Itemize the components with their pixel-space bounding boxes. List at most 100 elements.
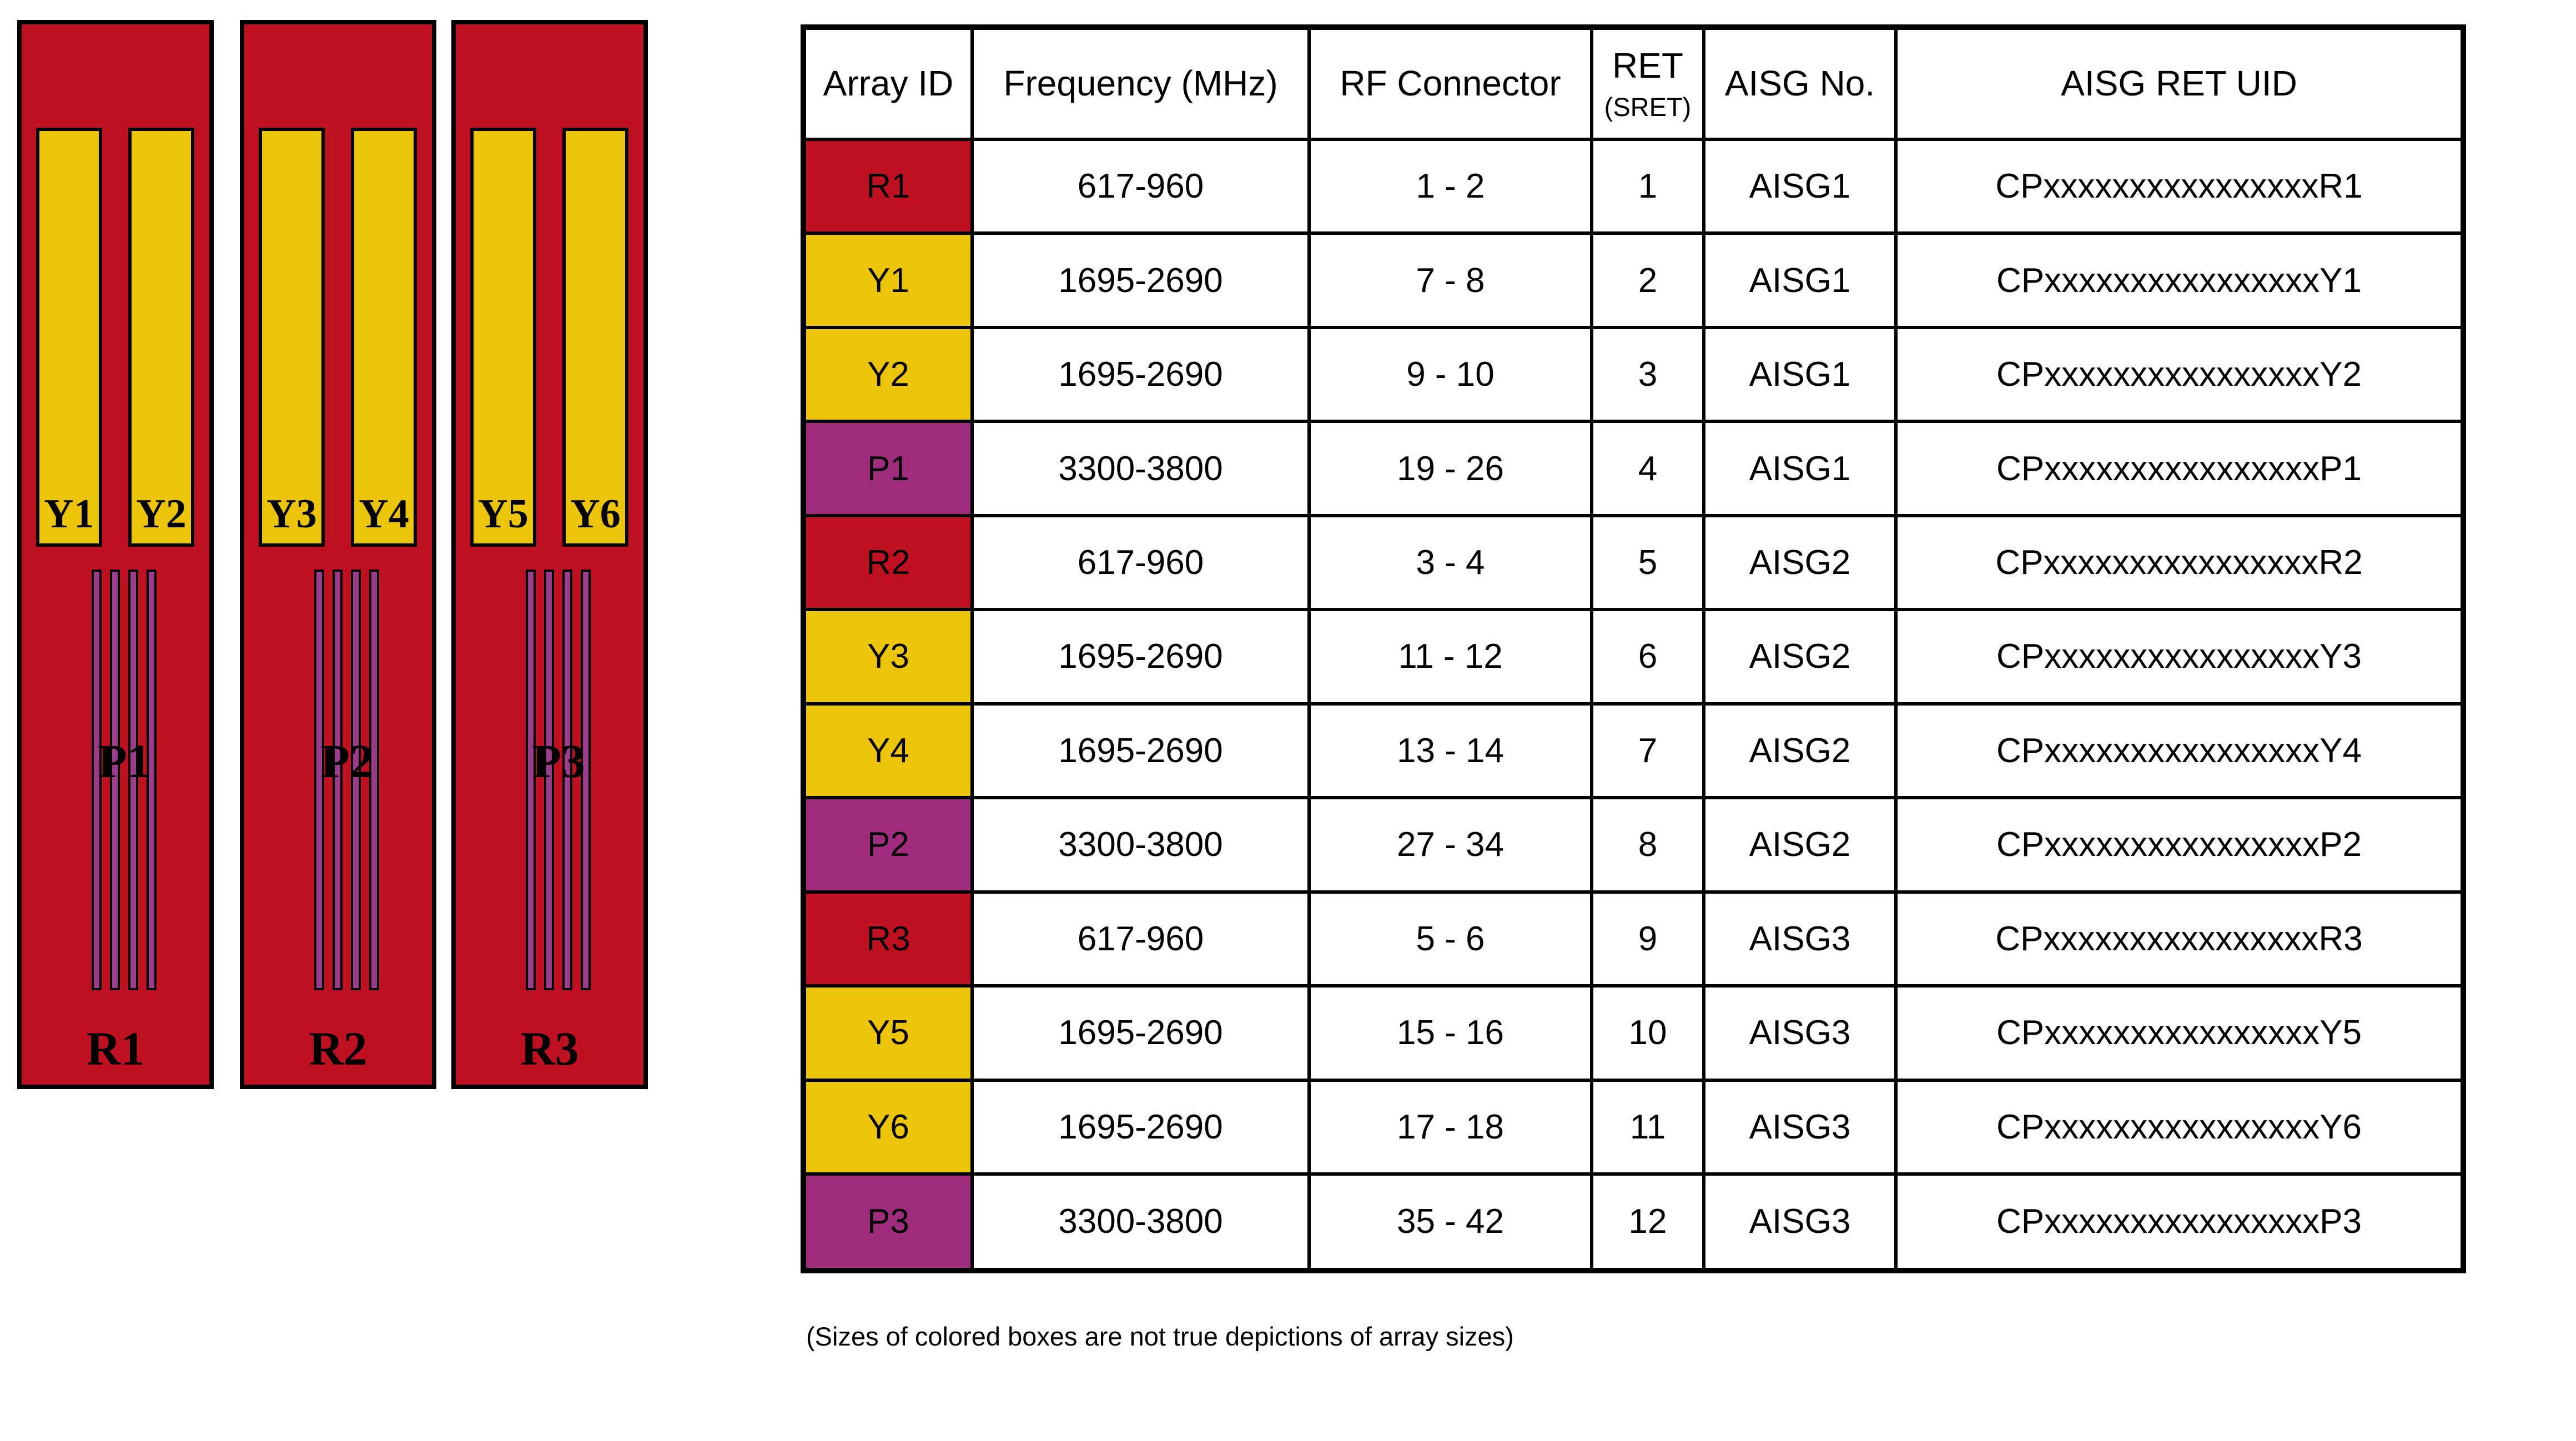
- strip: [314, 570, 324, 990]
- cell-rf-connector: 35 - 42: [1307, 1172, 1593, 1273]
- col-header-array-id: Array ID: [802, 26, 974, 141]
- cell-ret: 7: [1590, 702, 1705, 800]
- cell-frequency: 1695-2690: [970, 1078, 1311, 1176]
- strip: [526, 570, 536, 990]
- cell-frequency: 1695-2690: [970, 984, 1311, 1082]
- cell-array-id: Y4: [802, 702, 974, 800]
- table-row: R2 617-960 3 - 4 5 AISG2 CPxxxxxxxxxxxxx…: [802, 513, 2465, 612]
- col-header-frequency: Frequency (MHz): [970, 26, 1311, 141]
- table-row: Y4 1695-2690 13 - 14 7 AISG2 CPxxxxxxxxx…: [802, 702, 2465, 800]
- cell-frequency: 1695-2690: [970, 325, 1311, 424]
- cell-ret: 6: [1590, 608, 1705, 706]
- cell-rf-connector: 9 - 10: [1307, 325, 1593, 424]
- cell-frequency: 3300-3800: [970, 796, 1311, 894]
- cell-aisg-no: AISG2: [1702, 796, 1898, 894]
- array-box-y5: Y5: [470, 128, 536, 547]
- cell-frequency: 1695-2690: [970, 702, 1311, 800]
- cell-frequency: 1695-2690: [970, 608, 1311, 706]
- cell-ret: 2: [1590, 231, 1705, 329]
- cell-rf-connector: 7 - 8: [1307, 231, 1593, 329]
- array-label-y1: Y1: [44, 491, 94, 537]
- cell-aisg-ret-uid: CPxxxxxxxxxxxxxxxxR1: [1894, 137, 2465, 235]
- cell-rf-connector: 15 - 16: [1307, 984, 1593, 1082]
- cell-aisg-ret-uid: CPxxxxxxxxxxxxxxxxR3: [1894, 890, 2465, 988]
- cell-frequency: 3300-3800: [970, 420, 1311, 517]
- array-box-y3: Y3: [259, 128, 325, 547]
- col-header-aisg-no: AISG No.: [1702, 26, 1898, 141]
- strip: [147, 570, 157, 990]
- cell-aisg-ret-uid: CPxxxxxxxxxxxxxxxxY6: [1894, 1078, 2465, 1176]
- cell-ret: 9: [1590, 890, 1705, 988]
- antenna-panel-1: Y1 Y2 P1 R1: [17, 20, 214, 1089]
- strip: [581, 570, 591, 990]
- strip: [544, 570, 554, 990]
- cell-array-id: R1: [802, 137, 974, 235]
- table-row: Y1 1695-2690 7 - 8 2 AISG1 CPxxxxxxxxxxx…: [802, 231, 2465, 329]
- cell-rf-connector: 3 - 4: [1307, 513, 1593, 612]
- panel-label-r2: R2: [309, 1022, 368, 1075]
- cell-array-id: P3: [802, 1172, 974, 1273]
- table-row: Y3 1695-2690 11 - 12 6 AISG2 CPxxxxxxxxx…: [802, 608, 2465, 706]
- cell-aisg-no: AISG1: [1702, 231, 1898, 329]
- table-row: P1 3300-3800 19 - 26 4 AISG1 CPxxxxxxxxx…: [802, 420, 2465, 517]
- cell-ret: 3: [1590, 325, 1705, 424]
- table-row: P2 3300-3800 27 - 34 8 AISG2 CPxxxxxxxxx…: [802, 796, 2465, 894]
- cell-rf-connector: 13 - 14: [1307, 702, 1593, 800]
- cell-rf-connector: 17 - 18: [1307, 1078, 1593, 1176]
- cell-frequency: 617-960: [970, 890, 1311, 988]
- array-box-y6: Y6: [562, 128, 628, 547]
- cell-rf-connector: 27 - 34: [1307, 796, 1593, 894]
- cell-aisg-no: AISG2: [1702, 513, 1898, 612]
- table-row: Y2 1695-2690 9 - 10 3 AISG1 CPxxxxxxxxxx…: [802, 325, 2465, 424]
- table-row: R3 617-960 5 - 6 9 AISG3 CPxxxxxxxxxxxxx…: [802, 890, 2465, 988]
- cell-array-id: Y3: [802, 608, 974, 706]
- cell-aisg-ret-uid: CPxxxxxxxxxxxxxxxxY4: [1894, 702, 2465, 800]
- cell-aisg-ret-uid: CPxxxxxxxxxxxxxxxxY2: [1894, 325, 2465, 424]
- cell-array-id: R3: [802, 890, 974, 988]
- array-label-y4: Y4: [359, 491, 409, 537]
- cell-aisg-no: AISG1: [1702, 420, 1898, 517]
- cell-ret: 8: [1590, 796, 1705, 894]
- array-strips-p3: [526, 570, 591, 990]
- array-label-p3: P3: [532, 734, 585, 788]
- strip: [369, 570, 379, 990]
- array-label-y2: Y2: [136, 491, 187, 537]
- strip: [333, 570, 343, 990]
- strip: [92, 570, 102, 990]
- cell-aisg-ret-uid: CPxxxxxxxxxxxxxxxxR2: [1894, 513, 2465, 612]
- antenna-panel-2: Y3 Y4 P2 R2: [240, 20, 436, 1089]
- array-label-p1: P1: [98, 734, 151, 788]
- array-label-y6: Y6: [570, 491, 621, 537]
- cell-rf-connector: 19 - 26: [1307, 420, 1593, 517]
- table-row: Y6 1695-2690 17 - 18 11 AISG3 CPxxxxxxxx…: [802, 1078, 2465, 1176]
- array-box-y1: Y1: [36, 128, 102, 547]
- col-header-rf-connector: RF Connector: [1307, 26, 1593, 141]
- cell-aisg-no: AISG2: [1702, 608, 1898, 706]
- header-row: Array ID Frequency (MHz) RF Connector RE…: [802, 26, 2465, 141]
- strip: [128, 570, 138, 990]
- array-label-y3: Y3: [266, 491, 317, 537]
- cell-aisg-no: AISG3: [1702, 1078, 1898, 1176]
- cell-array-id: Y5: [802, 984, 974, 1082]
- table-row: Y5 1695-2690 15 - 16 10 AISG3 CPxxxxxxxx…: [802, 984, 2465, 1082]
- cell-array-id: Y2: [802, 325, 974, 424]
- cell-frequency: 617-960: [970, 513, 1311, 612]
- cell-aisg-ret-uid: CPxxxxxxxxxxxxxxxxY1: [1894, 231, 2465, 329]
- caption: (Sizes of colored boxes are not true dep…: [806, 1322, 1514, 1351]
- cell-frequency: 3300-3800: [970, 1172, 1311, 1273]
- table-row: P3 3300-3800 35 - 42 12 AISG3 CPxxxxxxxx…: [802, 1172, 2465, 1273]
- cell-rf-connector: 1 - 2: [1307, 137, 1593, 235]
- cell-aisg-no: AISG2: [1702, 702, 1898, 800]
- cell-aisg-no: AISG3: [1702, 890, 1898, 988]
- ret-header-main: RET: [1612, 46, 1683, 86]
- panel-label-r1: R1: [86, 1022, 145, 1075]
- array-box-y4: Y4: [351, 128, 417, 547]
- cell-ret: 4: [1590, 420, 1705, 517]
- cell-aisg-ret-uid: CPxxxxxxxxxxxxxxxxY3: [1894, 608, 2465, 706]
- cell-frequency: 1695-2690: [970, 231, 1311, 329]
- cell-ret: 5: [1590, 513, 1705, 612]
- cell-aisg-no: AISG3: [1702, 1172, 1898, 1273]
- port-configuration-table: Array ID Frequency (MHz) RF Connector RE…: [801, 24, 2466, 1273]
- cell-ret: 1: [1590, 137, 1705, 235]
